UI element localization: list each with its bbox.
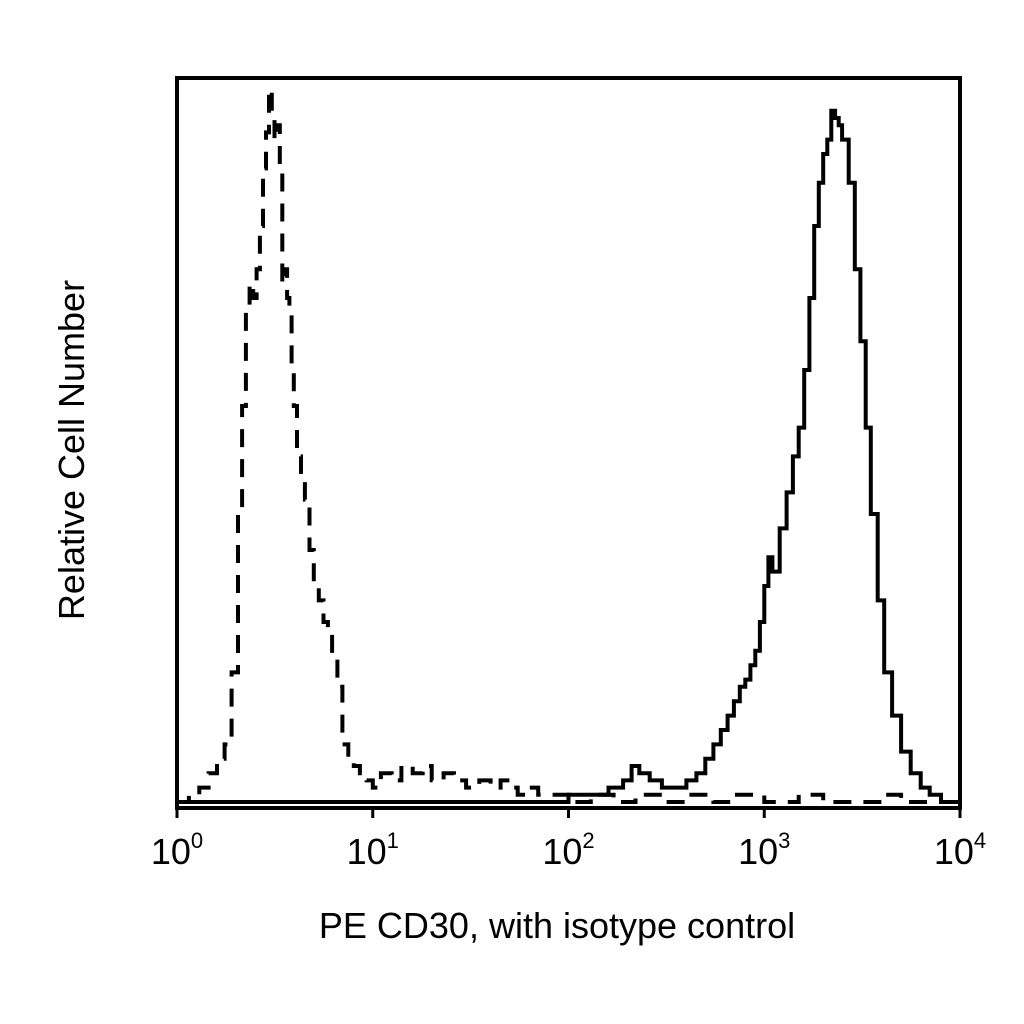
x-axis-title: PE CD30, with isotype control xyxy=(319,905,795,946)
pe-cd30-histogram-line xyxy=(177,108,960,804)
x-tick-label: 100 xyxy=(151,828,203,872)
y-axis-title: Relative Cell Number xyxy=(51,280,92,620)
series-layer xyxy=(177,87,960,804)
x-tick-label: 102 xyxy=(542,828,594,872)
x-tick-label: 103 xyxy=(738,828,790,872)
x-tick-label: 104 xyxy=(934,828,986,872)
x-tick-label: 101 xyxy=(347,828,399,872)
isotype-control-histogram-line xyxy=(177,87,960,804)
x-axis-ticks: 100 101 102 103 104 xyxy=(151,808,986,872)
